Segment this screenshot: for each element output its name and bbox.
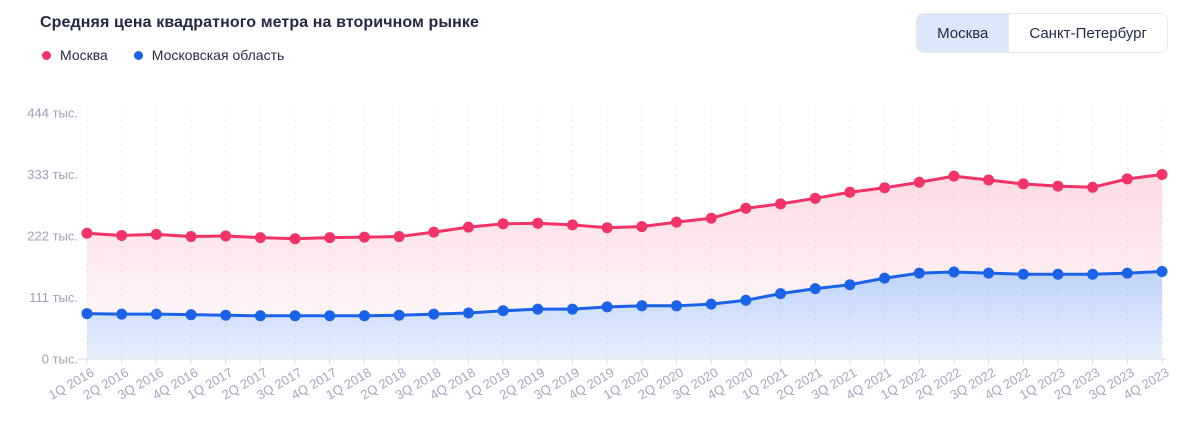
moscow-data-point[interactable] xyxy=(289,233,301,245)
moscow-region-data-point[interactable] xyxy=(393,309,405,321)
moscow-region-area xyxy=(87,271,1162,359)
moscow-data-point[interactable] xyxy=(428,226,440,238)
moscow-data-point[interactable] xyxy=(462,221,474,233)
y-axis-label: 111 тыс. xyxy=(29,290,78,305)
moscow-region-data-point[interactable] xyxy=(948,266,960,278)
moscow-region-data-point[interactable] xyxy=(497,305,509,317)
moscow-data-point[interactable] xyxy=(636,221,648,233)
moscow-region-data-point[interactable] xyxy=(1156,265,1168,277)
moscow-data-point[interactable] xyxy=(324,232,336,244)
legend-item-moscow[interactable]: Москва xyxy=(42,47,108,63)
moscow-data-point[interactable] xyxy=(601,222,613,234)
moscow-region-data-point[interactable] xyxy=(428,308,440,320)
moscow-data-point[interactable] xyxy=(116,229,128,241)
moscow-region-data-point[interactable] xyxy=(740,294,752,306)
moscow-data-point[interactable] xyxy=(879,182,891,194)
moscow-data-point[interactable] xyxy=(566,219,578,231)
moscow-region-data-point[interactable] xyxy=(1052,268,1064,280)
moscow-region-data-point[interactable] xyxy=(1017,268,1029,280)
moscow-region-data-point[interactable] xyxy=(1121,267,1133,279)
y-axis-label: 222 тыс. xyxy=(27,229,78,244)
moscow-data-point[interactable] xyxy=(1156,169,1168,180)
chart-legend: Москва Московская область xyxy=(42,47,284,63)
toggle-saint-petersburg[interactable]: Санкт-Петербург xyxy=(1008,14,1167,52)
moscow-data-point[interactable] xyxy=(671,216,683,228)
moscow-region-data-point[interactable] xyxy=(983,267,995,279)
moscow-region-data-point[interactable] xyxy=(116,308,128,320)
moscow-region-data-point[interactable] xyxy=(705,298,717,310)
moscow-line xyxy=(85,173,1164,241)
moscow-region-data-point[interactable] xyxy=(601,301,613,313)
moscow-data-point[interactable] xyxy=(1121,173,1133,185)
moscow-data-point[interactable] xyxy=(254,232,266,244)
moscow-data-point[interactable] xyxy=(220,230,232,242)
moscow-region-data-point[interactable] xyxy=(844,279,856,291)
y-axis-label: 0 тыс. xyxy=(42,352,78,367)
moscow-region-data-point[interactable] xyxy=(913,267,925,279)
moscow-area xyxy=(87,174,1162,316)
moscow-data-point[interactable] xyxy=(913,176,925,188)
city-toggle: Москва Санкт-Петербург xyxy=(916,13,1168,53)
moscow-data-point[interactable] xyxy=(1087,181,1099,193)
moscow-region-data-point[interactable] xyxy=(254,310,266,322)
moscow-data-point[interactable] xyxy=(81,227,93,239)
moscow-data-point[interactable] xyxy=(532,217,544,229)
page-title: Средняя цена квадратного метра на вторич… xyxy=(40,14,480,31)
moscow-data-point[interactable] xyxy=(809,192,821,204)
legend-label-moscow-region: Московская область xyxy=(151,47,285,63)
y-axis-label: 333 тыс. xyxy=(27,167,78,182)
moscow-data-point[interactable] xyxy=(740,202,752,214)
moscow-region-line xyxy=(85,269,1164,318)
moscow-region-data-point[interactable] xyxy=(879,272,891,284)
legend-label-moscow: Москва xyxy=(60,47,108,63)
legend-dot-moscow-icon xyxy=(42,50,51,60)
moscow-data-point[interactable] xyxy=(1052,180,1064,192)
moscow-data-point[interactable] xyxy=(497,218,509,230)
moscow-region-data-point[interactable] xyxy=(324,310,336,322)
moscow-region-data-point[interactable] xyxy=(220,309,232,321)
moscow-data-point[interactable] xyxy=(185,231,197,243)
moscow-data-point[interactable] xyxy=(358,231,370,243)
moscow-region-data-point[interactable] xyxy=(775,288,787,300)
legend-dot-moscow-region-icon xyxy=(133,50,143,60)
moscow-region-data-point[interactable] xyxy=(636,300,648,312)
moscow-region-data-point[interactable] xyxy=(809,283,821,295)
moscow-region-data-point[interactable] xyxy=(1087,268,1099,280)
moscow-data-point[interactable] xyxy=(948,170,960,182)
toggle-moscow[interactable]: Москва xyxy=(917,14,1009,52)
moscow-data-point[interactable] xyxy=(775,198,787,210)
moscow-data-point[interactable] xyxy=(150,228,162,240)
moscow-region-data-point[interactable] xyxy=(81,308,93,320)
y-axis-label: 444 тыс. xyxy=(27,106,78,121)
moscow-region-data-point[interactable] xyxy=(671,300,683,312)
moscow-data-point[interactable] xyxy=(393,231,405,243)
moscow-region-data-point[interactable] xyxy=(532,303,544,315)
moscow-data-point[interactable] xyxy=(844,186,856,198)
moscow-region-data-point[interactable] xyxy=(150,308,162,320)
moscow-data-point[interactable] xyxy=(1017,178,1029,190)
moscow-region-data-point[interactable] xyxy=(185,309,197,321)
moscow-region-data-point[interactable] xyxy=(462,307,474,319)
moscow-region-data-point[interactable] xyxy=(289,310,301,322)
moscow-data-point[interactable] xyxy=(705,212,717,224)
moscow-region-data-point[interactable] xyxy=(358,310,370,322)
moscow-data-point[interactable] xyxy=(983,174,995,186)
moscow-region-data-point[interactable] xyxy=(566,303,578,315)
legend-item-moscow-region[interactable]: Московская область xyxy=(133,47,285,63)
